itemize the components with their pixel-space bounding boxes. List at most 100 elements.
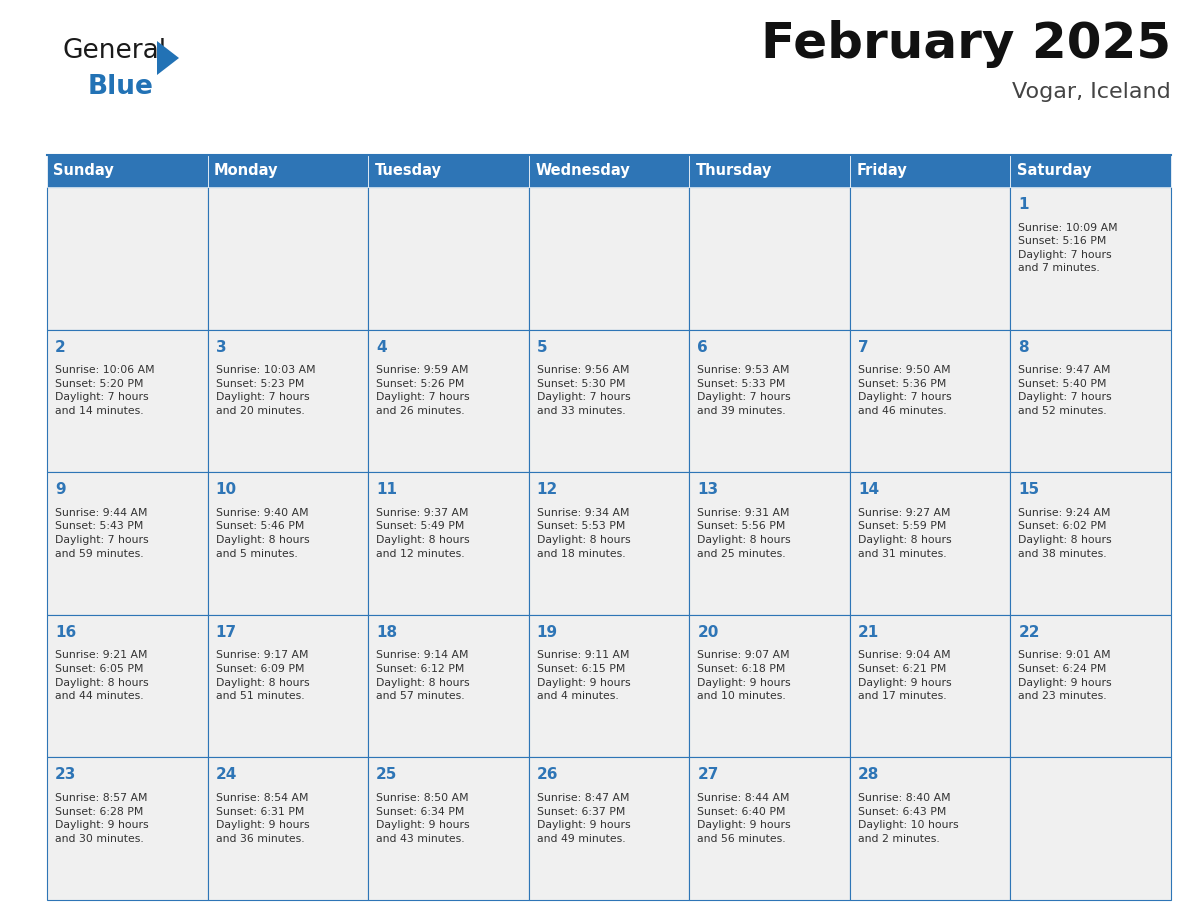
Bar — [1011, 472, 1171, 615]
Text: 19: 19 — [537, 625, 558, 640]
Text: Sunrise: 9:40 AM
Sunset: 5:46 PM
Daylight: 8 hours
and 5 minutes.: Sunrise: 9:40 AM Sunset: 5:46 PM Dayligh… — [215, 508, 309, 559]
Bar — [1011, 187, 1171, 330]
Bar — [208, 472, 368, 615]
Text: 3: 3 — [215, 340, 226, 354]
Text: Sunrise: 9:17 AM
Sunset: 6:09 PM
Daylight: 8 hours
and 51 minutes.: Sunrise: 9:17 AM Sunset: 6:09 PM Dayligh… — [215, 651, 309, 701]
Bar — [368, 757, 529, 900]
Bar — [48, 615, 208, 757]
Text: 20: 20 — [697, 625, 719, 640]
Text: 24: 24 — [215, 767, 236, 782]
Text: 13: 13 — [697, 482, 719, 498]
Text: Sunrise: 9:01 AM
Sunset: 6:24 PM
Daylight: 9 hours
and 23 minutes.: Sunrise: 9:01 AM Sunset: 6:24 PM Dayligh… — [1018, 651, 1112, 701]
Bar — [1011, 155, 1171, 187]
Polygon shape — [157, 41, 179, 75]
Text: 18: 18 — [377, 625, 397, 640]
Text: Sunrise: 10:03 AM
Sunset: 5:23 PM
Daylight: 7 hours
and 20 minutes.: Sunrise: 10:03 AM Sunset: 5:23 PM Daylig… — [215, 365, 315, 416]
Text: Friday: Friday — [857, 163, 906, 178]
Bar — [849, 155, 1011, 187]
Bar — [689, 472, 849, 615]
Text: Sunrise: 9:31 AM
Sunset: 5:56 PM
Daylight: 8 hours
and 25 minutes.: Sunrise: 9:31 AM Sunset: 5:56 PM Dayligh… — [697, 508, 791, 559]
Text: 12: 12 — [537, 482, 558, 498]
Bar — [529, 155, 689, 187]
Text: 26: 26 — [537, 767, 558, 782]
Text: Sunrise: 8:44 AM
Sunset: 6:40 PM
Daylight: 9 hours
and 56 minutes.: Sunrise: 8:44 AM Sunset: 6:40 PM Dayligh… — [697, 793, 791, 844]
Bar — [1011, 615, 1171, 757]
Text: Sunrise: 9:53 AM
Sunset: 5:33 PM
Daylight: 7 hours
and 39 minutes.: Sunrise: 9:53 AM Sunset: 5:33 PM Dayligh… — [697, 365, 791, 416]
Bar — [1011, 330, 1171, 472]
Bar — [849, 757, 1011, 900]
Text: 9: 9 — [55, 482, 65, 498]
Text: 2: 2 — [55, 340, 65, 354]
Text: 17: 17 — [215, 625, 236, 640]
Text: Sunrise: 9:50 AM
Sunset: 5:36 PM
Daylight: 7 hours
and 46 minutes.: Sunrise: 9:50 AM Sunset: 5:36 PM Dayligh… — [858, 365, 952, 416]
Text: Thursday: Thursday — [696, 163, 772, 178]
Text: 4: 4 — [377, 340, 387, 354]
Text: 25: 25 — [377, 767, 398, 782]
Bar — [689, 155, 849, 187]
Bar — [689, 615, 849, 757]
Bar — [849, 615, 1011, 757]
Bar — [48, 187, 208, 330]
Text: Sunday: Sunday — [53, 163, 114, 178]
Bar — [368, 472, 529, 615]
Bar — [368, 615, 529, 757]
Text: 10: 10 — [215, 482, 236, 498]
Bar — [849, 472, 1011, 615]
Text: Sunrise: 8:47 AM
Sunset: 6:37 PM
Daylight: 9 hours
and 49 minutes.: Sunrise: 8:47 AM Sunset: 6:37 PM Dayligh… — [537, 793, 631, 844]
Text: Sunrise: 9:14 AM
Sunset: 6:12 PM
Daylight: 8 hours
and 57 minutes.: Sunrise: 9:14 AM Sunset: 6:12 PM Dayligh… — [377, 651, 469, 701]
Text: Wednesday: Wednesday — [535, 163, 630, 178]
Bar — [208, 615, 368, 757]
Bar — [48, 472, 208, 615]
Text: Sunrise: 8:57 AM
Sunset: 6:28 PM
Daylight: 9 hours
and 30 minutes.: Sunrise: 8:57 AM Sunset: 6:28 PM Dayligh… — [55, 793, 148, 844]
Bar — [529, 472, 689, 615]
Bar — [529, 187, 689, 330]
Text: Sunrise: 9:11 AM
Sunset: 6:15 PM
Daylight: 9 hours
and 4 minutes.: Sunrise: 9:11 AM Sunset: 6:15 PM Dayligh… — [537, 651, 631, 701]
Text: 8: 8 — [1018, 340, 1029, 354]
Text: Sunrise: 8:40 AM
Sunset: 6:43 PM
Daylight: 10 hours
and 2 minutes.: Sunrise: 8:40 AM Sunset: 6:43 PM Dayligh… — [858, 793, 959, 844]
Text: Sunrise: 9:59 AM
Sunset: 5:26 PM
Daylight: 7 hours
and 26 minutes.: Sunrise: 9:59 AM Sunset: 5:26 PM Dayligh… — [377, 365, 469, 416]
Bar — [48, 330, 208, 472]
Bar — [208, 155, 368, 187]
Text: 7: 7 — [858, 340, 868, 354]
Text: Sunrise: 9:56 AM
Sunset: 5:30 PM
Daylight: 7 hours
and 33 minutes.: Sunrise: 9:56 AM Sunset: 5:30 PM Dayligh… — [537, 365, 631, 416]
Text: 22: 22 — [1018, 625, 1040, 640]
Text: Sunrise: 9:07 AM
Sunset: 6:18 PM
Daylight: 9 hours
and 10 minutes.: Sunrise: 9:07 AM Sunset: 6:18 PM Dayligh… — [697, 651, 791, 701]
Bar — [368, 155, 529, 187]
Text: Sunrise: 8:50 AM
Sunset: 6:34 PM
Daylight: 9 hours
and 43 minutes.: Sunrise: 8:50 AM Sunset: 6:34 PM Dayligh… — [377, 793, 469, 844]
Text: 28: 28 — [858, 767, 879, 782]
Bar — [849, 330, 1011, 472]
Bar — [689, 330, 849, 472]
Text: Sunrise: 9:37 AM
Sunset: 5:49 PM
Daylight: 8 hours
and 12 minutes.: Sunrise: 9:37 AM Sunset: 5:49 PM Dayligh… — [377, 508, 469, 559]
Bar — [529, 757, 689, 900]
Text: Saturday: Saturday — [1017, 163, 1092, 178]
Bar — [208, 187, 368, 330]
Text: Sunrise: 10:09 AM
Sunset: 5:16 PM
Daylight: 7 hours
and 7 minutes.: Sunrise: 10:09 AM Sunset: 5:16 PM Daylig… — [1018, 223, 1118, 274]
Text: Sunrise: 9:21 AM
Sunset: 6:05 PM
Daylight: 8 hours
and 44 minutes.: Sunrise: 9:21 AM Sunset: 6:05 PM Dayligh… — [55, 651, 148, 701]
Text: 5: 5 — [537, 340, 548, 354]
Bar — [1011, 757, 1171, 900]
Text: Sunrise: 8:54 AM
Sunset: 6:31 PM
Daylight: 9 hours
and 36 minutes.: Sunrise: 8:54 AM Sunset: 6:31 PM Dayligh… — [215, 793, 309, 844]
Text: 21: 21 — [858, 625, 879, 640]
Text: 1: 1 — [1018, 197, 1029, 212]
Bar — [368, 187, 529, 330]
Bar — [208, 757, 368, 900]
Text: Sunrise: 9:27 AM
Sunset: 5:59 PM
Daylight: 8 hours
and 31 minutes.: Sunrise: 9:27 AM Sunset: 5:59 PM Dayligh… — [858, 508, 952, 559]
Text: February 2025: February 2025 — [760, 20, 1171, 68]
Text: 14: 14 — [858, 482, 879, 498]
Text: Monday: Monday — [214, 163, 278, 178]
Bar — [689, 757, 849, 900]
Bar — [529, 330, 689, 472]
Text: Sunrise: 9:34 AM
Sunset: 5:53 PM
Daylight: 8 hours
and 18 minutes.: Sunrise: 9:34 AM Sunset: 5:53 PM Dayligh… — [537, 508, 631, 559]
Text: 6: 6 — [697, 340, 708, 354]
Bar — [849, 187, 1011, 330]
Text: Sunrise: 9:47 AM
Sunset: 5:40 PM
Daylight: 7 hours
and 52 minutes.: Sunrise: 9:47 AM Sunset: 5:40 PM Dayligh… — [1018, 365, 1112, 416]
Text: 15: 15 — [1018, 482, 1040, 498]
Text: 16: 16 — [55, 625, 76, 640]
Text: 11: 11 — [377, 482, 397, 498]
Text: Tuesday: Tuesday — [374, 163, 442, 178]
Text: Vogar, Iceland: Vogar, Iceland — [1012, 82, 1171, 102]
Bar — [529, 615, 689, 757]
Text: Sunrise: 9:44 AM
Sunset: 5:43 PM
Daylight: 7 hours
and 59 minutes.: Sunrise: 9:44 AM Sunset: 5:43 PM Dayligh… — [55, 508, 148, 559]
Text: Blue: Blue — [88, 74, 154, 100]
Bar — [48, 757, 208, 900]
